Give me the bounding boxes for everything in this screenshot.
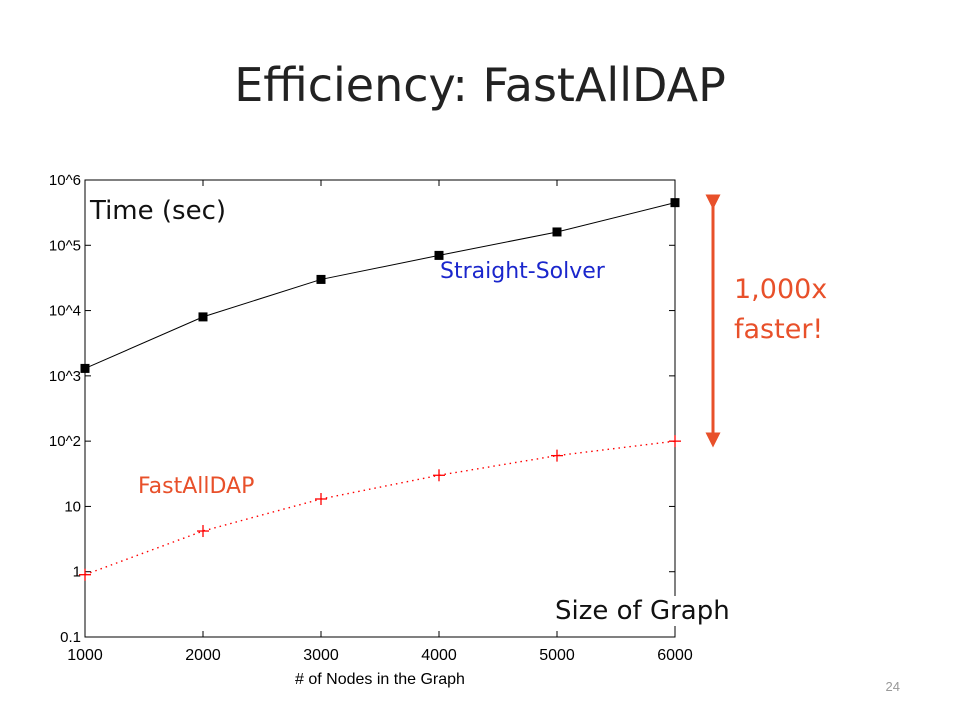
x-tick-label: 6000 [657,647,693,664]
data-point-plus [433,469,445,482]
x-tick-label: 5000 [539,647,575,664]
callout-line-1: 1,000x [734,274,828,305]
series-line-0 [84,202,676,369]
data-point-square [434,250,444,260]
speedup-callout: 1,000x faster! [734,270,827,350]
x-tick-label: 2000 [185,647,221,664]
data-point-plus [551,449,563,462]
data-point-square [198,312,208,322]
y-tick-label: 10^3 [49,368,81,385]
y-tick-label: 1 [73,564,81,581]
y-tick-label: 10^6 [49,172,81,189]
data-point-plus [669,435,681,448]
data-point-square [316,274,326,284]
y-tick-label: 10^2 [49,433,81,450]
x-axis-title: # of Nodes in the Graph [295,671,465,688]
x-tick-label: 3000 [303,647,339,664]
series-label-straight-solver: Straight-Solver [440,259,605,284]
x-tick-label: 4000 [421,647,457,664]
y-tick-label: 10^4 [49,303,81,320]
y-axis-annotation: Time (sec) [90,196,227,226]
plot-frame [84,179,676,638]
slide-title: Efficiency: FastAllDAP [234,58,726,112]
y-tick-label: 10 [64,498,81,515]
page-number: 24 [885,679,900,694]
data-point-square [552,227,562,237]
x-tick-label: 1000 [67,647,103,664]
data-point-plus [315,492,327,505]
series-label-fastalldap: FastAllDAP [138,474,255,499]
y-tick-label: 10^5 [49,237,81,254]
data-point-square [670,198,680,208]
callout-line-2: faster! [734,314,824,345]
data-point-plus [197,525,209,538]
data-point-square [80,363,90,373]
series-line-1 [84,440,676,576]
data-point-plus [79,568,91,581]
y-tick-label: 0.1 [60,629,81,646]
x-axis-annotation: Size of Graph [553,596,732,626]
